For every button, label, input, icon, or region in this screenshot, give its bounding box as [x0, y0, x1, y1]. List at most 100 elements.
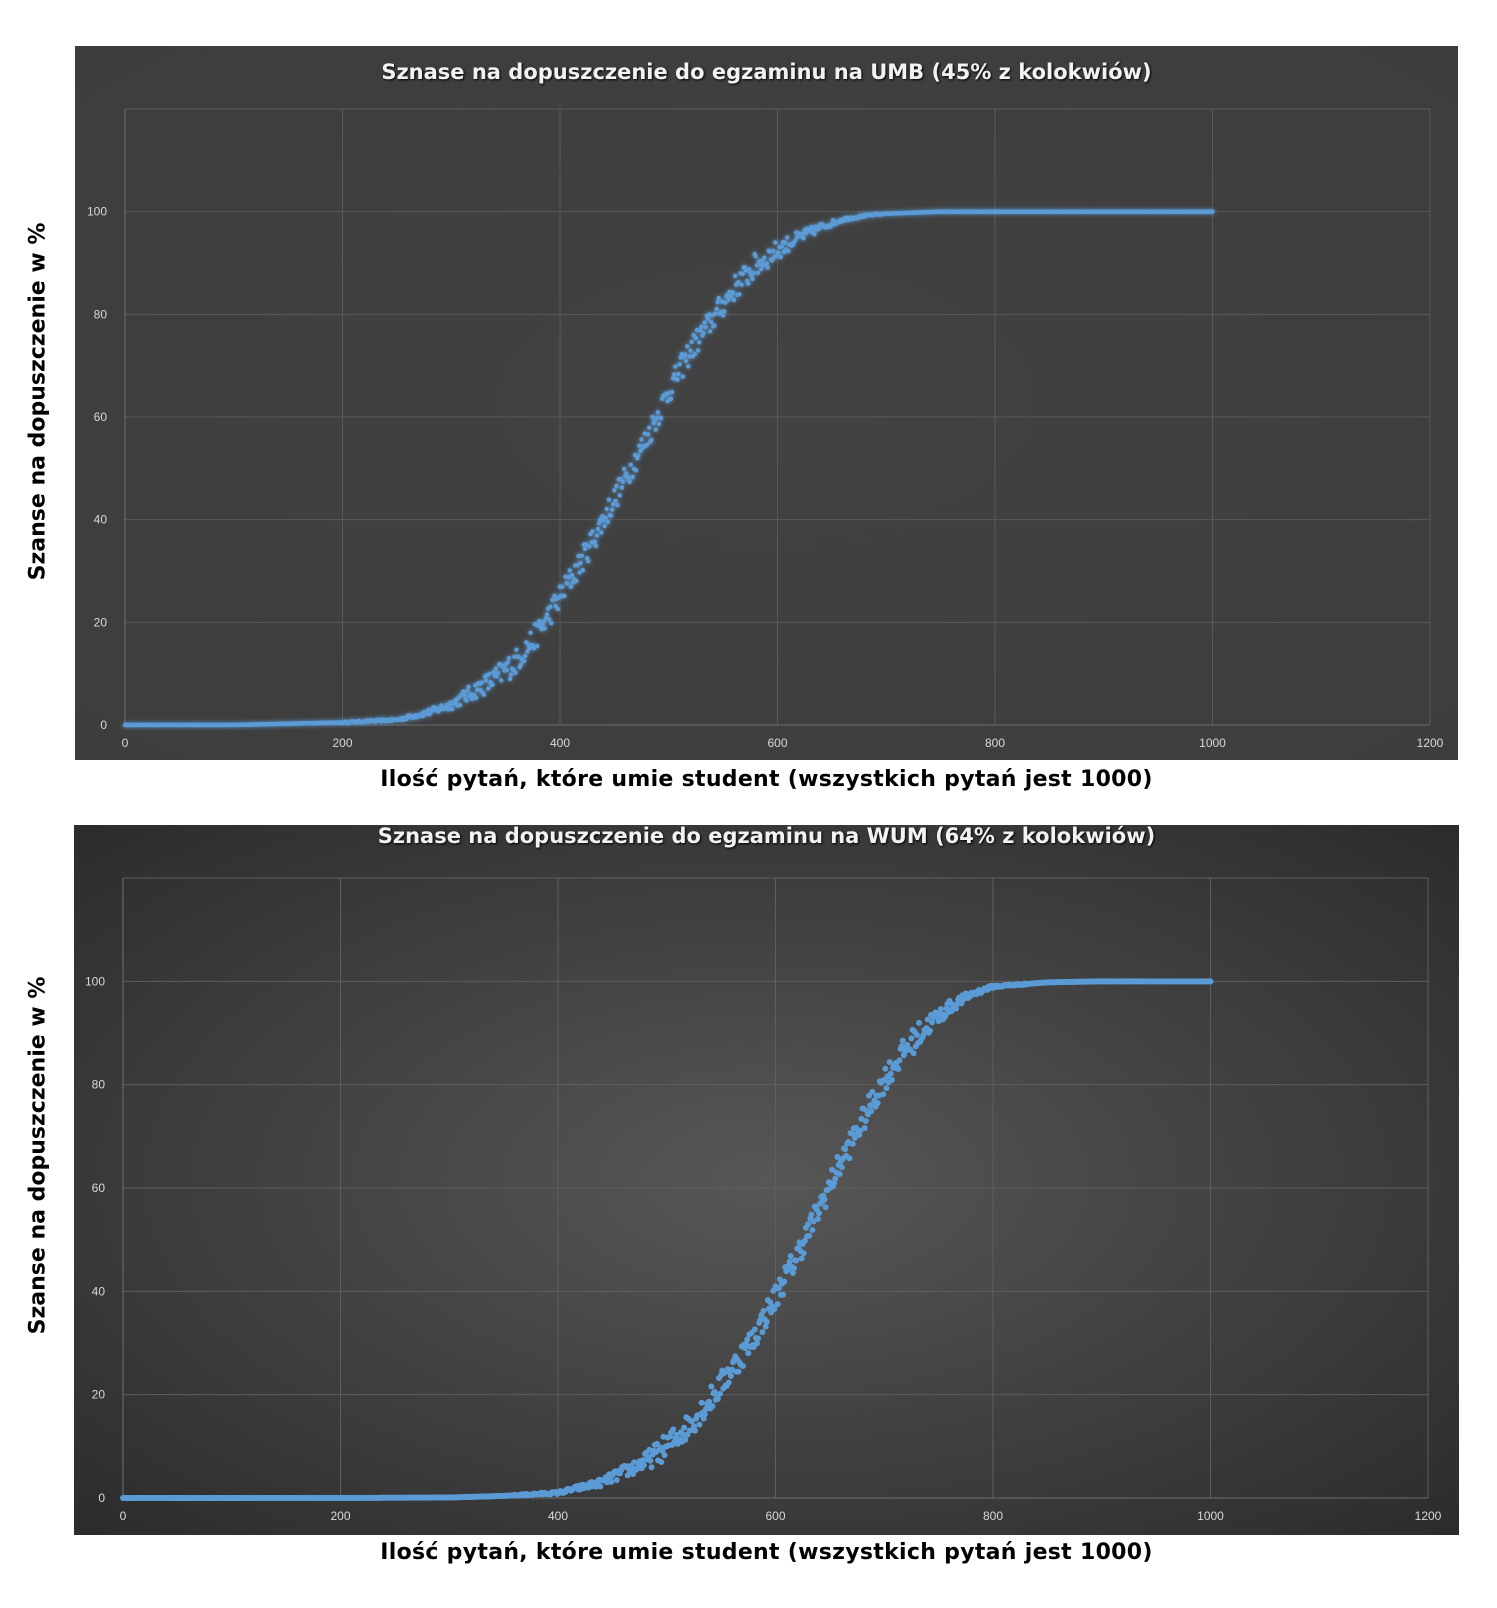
data-point: [563, 574, 568, 579]
data-point: [491, 669, 496, 675]
data-point: [465, 688, 470, 694]
data-point: [862, 1118, 869, 1125]
data-point: [645, 432, 651, 437]
data-point: [816, 1210, 822, 1217]
data-point: [744, 1336, 751, 1343]
data-point: [709, 1403, 716, 1410]
data-point: [718, 309, 724, 315]
data-point: [781, 1278, 788, 1285]
data-point: [790, 1265, 797, 1272]
data-point: [701, 1411, 708, 1418]
data-point: [801, 235, 806, 241]
data-point: [481, 692, 487, 697]
data-point: [809, 1227, 816, 1234]
data-point: [848, 1130, 855, 1137]
data-point: [640, 1462, 647, 1469]
data-point: [680, 374, 686, 379]
data-point: [568, 584, 574, 590]
data-point: [528, 630, 533, 635]
data-point: [525, 649, 530, 654]
data-point: [887, 1070, 894, 1077]
data-point: [789, 1270, 796, 1277]
data-point: [468, 692, 474, 697]
data-point: [671, 372, 677, 377]
chart-umb: 0 200 400 600 800 1000 1200 0 20 40 60 80 100: [75, 46, 1458, 760]
data-point: [420, 713, 426, 719]
data-point: [692, 1427, 699, 1434]
data-point: [566, 575, 571, 580]
data-point: [838, 1164, 845, 1171]
data-point: [896, 1057, 903, 1064]
data-point: [656, 421, 662, 427]
data-point: [895, 1066, 902, 1073]
data-point: [546, 617, 552, 622]
data-point: [661, 1452, 668, 1459]
data-point: [648, 1464, 655, 1471]
data-point: [913, 1031, 920, 1038]
data-point: [613, 498, 618, 504]
data-point: [1210, 209, 1215, 214]
data-point: [745, 281, 751, 286]
x-tick-label: 200: [330, 1509, 350, 1523]
series-points: [122, 209, 1215, 728]
data-point: [504, 667, 509, 673]
data-point: [604, 506, 609, 512]
y-tick-label: 20: [94, 615, 108, 629]
data-point: [531, 646, 537, 651]
data-point: [706, 312, 712, 317]
data-point: [705, 316, 711, 321]
x-tick-label: 1200: [1415, 1509, 1442, 1523]
data-point: [698, 1399, 705, 1406]
data-point: [776, 250, 781, 256]
data-point: [600, 513, 605, 519]
data-point: [472, 683, 478, 688]
x-tick-label: 600: [767, 736, 787, 750]
data-point: [578, 560, 583, 566]
data-point: [621, 466, 627, 472]
data-point: [910, 1050, 917, 1057]
data-point: [683, 358, 689, 364]
data-point: [507, 676, 513, 682]
grid: [123, 877, 1429, 1498]
data-point: [785, 235, 790, 240]
y-tick-label: 0: [98, 1491, 105, 1505]
x-tick-label: 400: [548, 1509, 568, 1523]
data-point: [614, 483, 619, 489]
data-point: [457, 702, 463, 708]
data-point: [615, 502, 620, 508]
data-point: [716, 295, 721, 301]
y-tick-label: 80: [94, 307, 108, 321]
data-point: [541, 619, 546, 625]
chart-background: [75, 46, 1458, 760]
data-point: [769, 258, 775, 263]
data-point: [696, 1421, 703, 1428]
data-point: [753, 254, 758, 259]
data-point: [673, 364, 678, 369]
x-tick-label: 200: [332, 736, 352, 750]
data-point: [534, 643, 540, 649]
chart-panel-wum: 0 200 400 600 800 1000 1200 0 20 40 60 80 100 Sznase…: [0, 800, 1497, 1608]
data-point: [505, 660, 510, 665]
data-point: [786, 1258, 793, 1265]
data-point: [836, 1171, 843, 1178]
data-point: [708, 319, 714, 325]
data-point: [792, 238, 798, 244]
data-point: [751, 270, 756, 276]
data-point: [832, 1175, 839, 1182]
data-point: [688, 348, 693, 353]
data-point: [639, 437, 644, 442]
data-point: [693, 335, 699, 341]
data-point: [740, 271, 745, 276]
x-tick-label: 600: [765, 1509, 785, 1523]
data-point: [916, 1019, 923, 1026]
data-point: [450, 706, 455, 712]
x-tick-label: 1000: [1197, 1509, 1224, 1523]
data-point: [868, 1108, 875, 1115]
data-point: [770, 248, 776, 254]
data-point: [537, 618, 542, 624]
data-point: [743, 1340, 750, 1347]
data-point: [474, 695, 479, 701]
data-point: [512, 654, 517, 659]
data-point: [670, 1426, 677, 1433]
y-tick-label: 60: [92, 1181, 106, 1195]
